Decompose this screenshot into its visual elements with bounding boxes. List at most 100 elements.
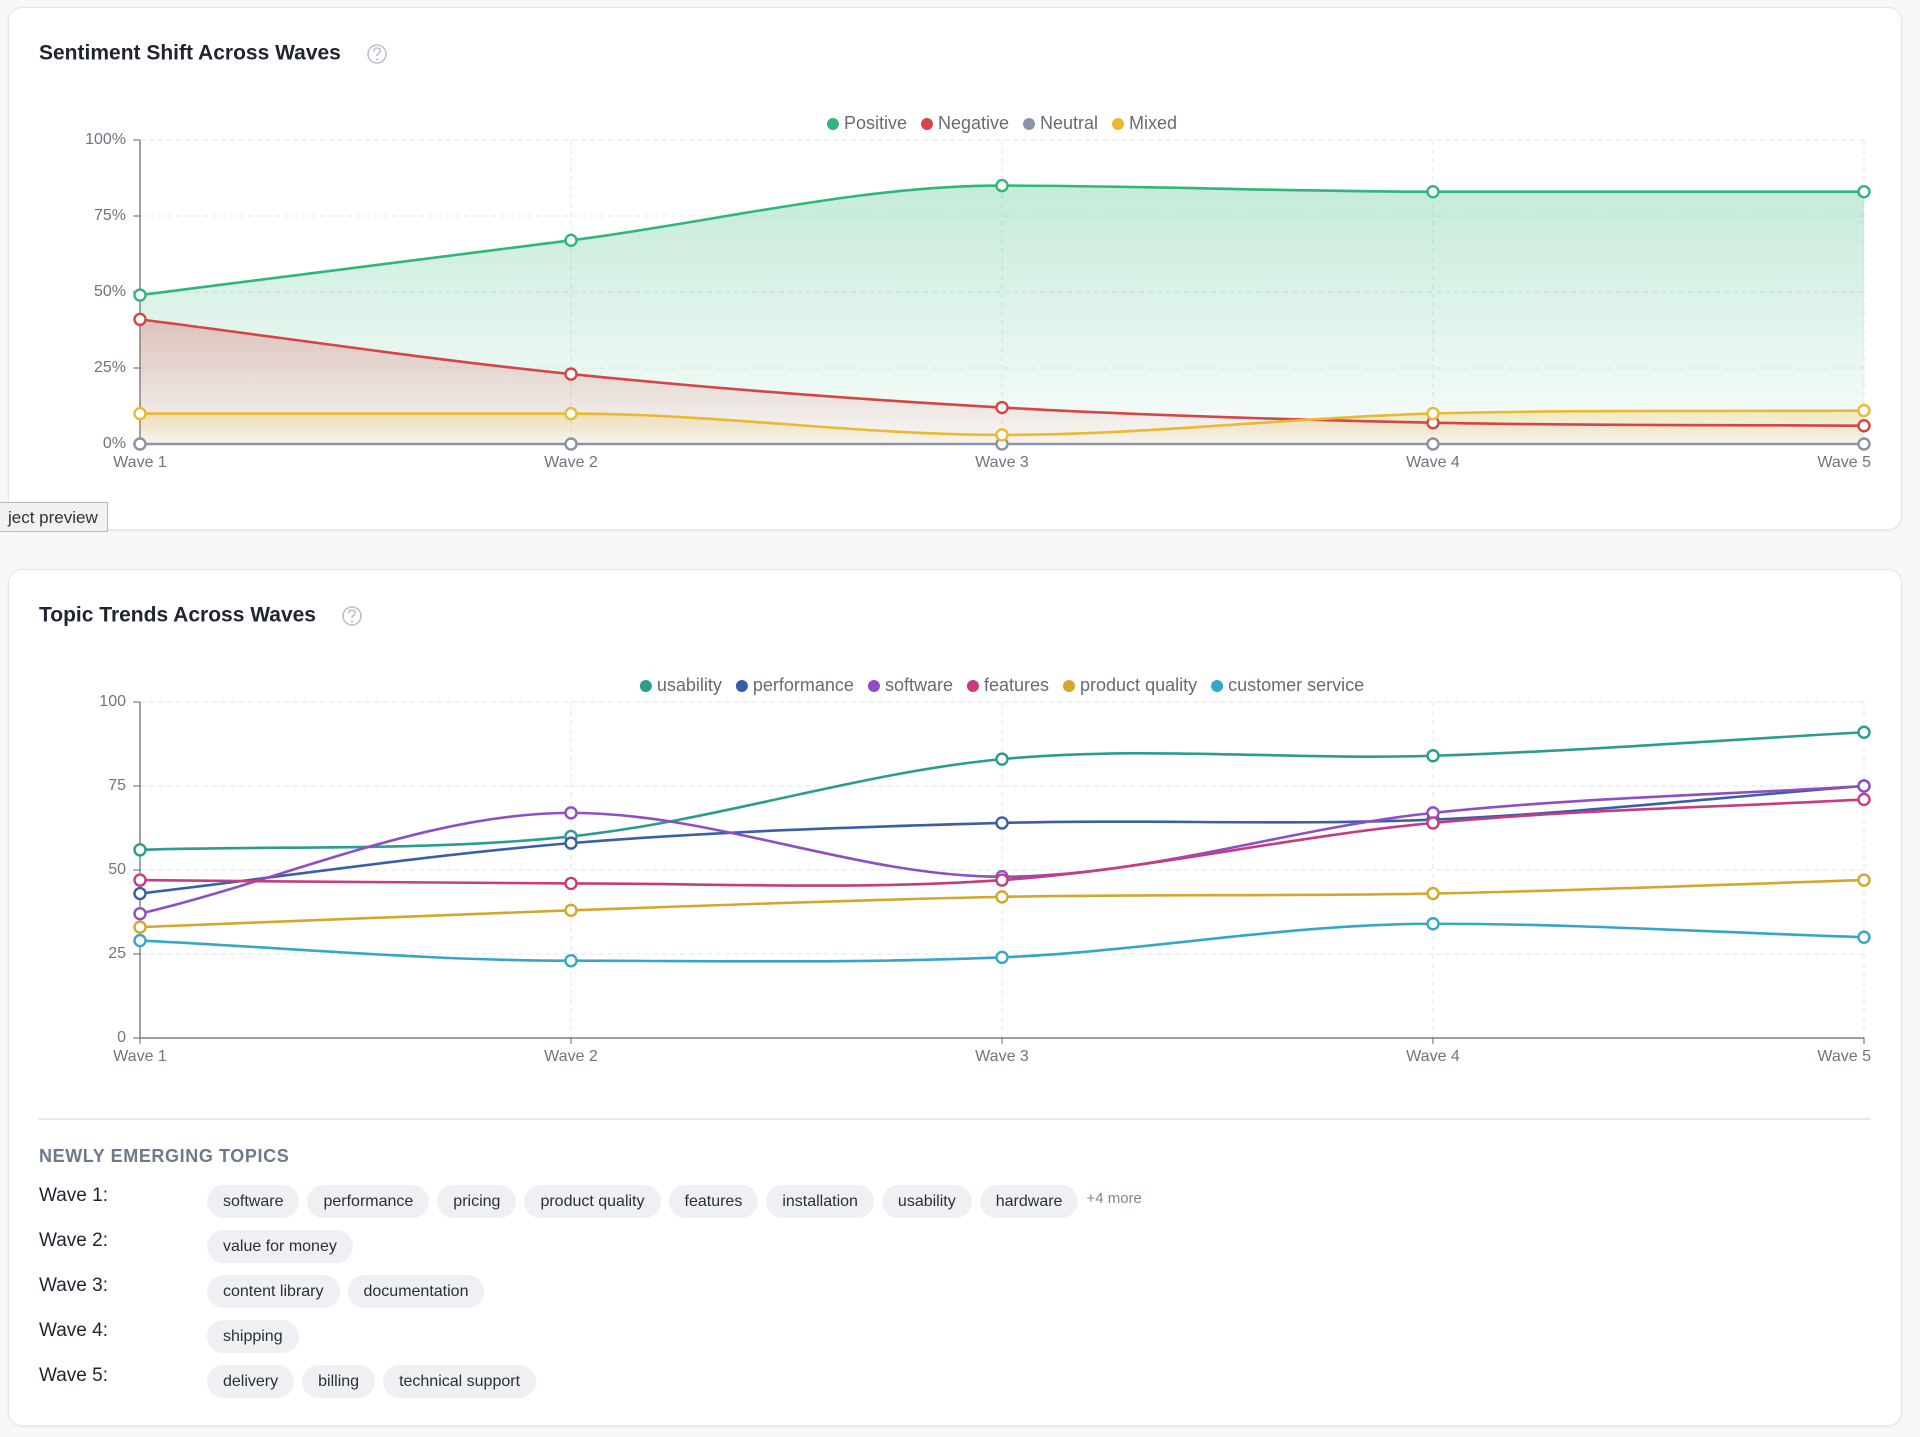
- topic-chip[interactable]: performance: [307, 1185, 430, 1218]
- point: [995, 752, 1009, 766]
- topic-chip[interactable]: content library: [207, 1275, 340, 1308]
- y-tick-label: 0%: [103, 435, 126, 452]
- point: [564, 406, 578, 421]
- y-tick-label: 25%: [94, 359, 126, 376]
- more-link[interactable]: +4 more: [1086, 1190, 1142, 1207]
- legend-label: Negative: [938, 113, 1009, 133]
- x-tick-label: Wave 5: [1817, 454, 1871, 471]
- legend-swatch: [639, 680, 652, 692]
- row-label: Wave 4:: [39, 1320, 108, 1341]
- point: [1857, 792, 1871, 807]
- y-tick-label: 25: [108, 945, 126, 962]
- point: [564, 437, 578, 451]
- legend-swatch: [735, 680, 748, 692]
- topic-chip[interactable]: product quality: [524, 1185, 661, 1218]
- legend-label: Positive: [844, 113, 907, 133]
- legend-label: Mixed: [1129, 113, 1177, 133]
- legend-swatch: [867, 680, 880, 692]
- legend-label: performance: [753, 675, 854, 695]
- chip-list: value for money: [207, 1230, 353, 1263]
- topic-row: Wave 3: content library documentation: [39, 1269, 1871, 1314]
- topic-chip[interactable]: delivery: [207, 1365, 295, 1398]
- topic-chip[interactable]: documentation: [347, 1275, 485, 1308]
- point: [1857, 779, 1871, 793]
- point: [564, 233, 578, 248]
- point: [1426, 917, 1440, 931]
- point: [1857, 184, 1871, 199]
- x-tick-label: Wave 4: [1406, 1048, 1460, 1065]
- legend-swatch: [1023, 118, 1036, 130]
- point: [133, 886, 147, 901]
- topic-chip[interactable]: usability: [881, 1185, 972, 1218]
- topic-chip[interactable]: software: [207, 1185, 300, 1218]
- point: [1426, 406, 1440, 421]
- legend-label: customer service: [1228, 675, 1364, 695]
- point: [564, 876, 578, 891]
- chart-title: Sentiment Shift Across Waves: [39, 42, 341, 65]
- topic-chip[interactable]: hardware: [979, 1185, 1079, 1218]
- topic-row: Wave 5: delivery billing technical support: [39, 1359, 1871, 1404]
- x-tick-label: Wave 3: [975, 1048, 1029, 1065]
- topic-chip[interactable]: technical support: [383, 1365, 537, 1398]
- point: [133, 933, 147, 948]
- x-tick-label: Wave 5: [1817, 1048, 1871, 1065]
- point: [133, 312, 147, 327]
- legend-swatch: [920, 118, 933, 130]
- point: [995, 816, 1009, 830]
- point: [133, 288, 147, 302]
- point: [564, 903, 578, 918]
- point: [133, 873, 147, 887]
- topic-chip[interactable]: shipping: [207, 1320, 299, 1353]
- legend-label: Neutral: [1040, 113, 1098, 133]
- topic-chip[interactable]: pricing: [437, 1185, 517, 1218]
- row-label: Wave 5:: [39, 1365, 108, 1386]
- help-icon[interactable]: [367, 44, 387, 64]
- row-label: Wave 1:: [39, 1185, 108, 1206]
- chip-list: delivery billing technical support: [207, 1365, 537, 1398]
- topic-chip[interactable]: billing: [302, 1365, 376, 1398]
- point: [995, 428, 1009, 442]
- x-tick-label: Wave 4: [1406, 454, 1460, 471]
- point: [564, 367, 578, 381]
- chip-list: shipping: [207, 1320, 299, 1353]
- point: [1857, 403, 1871, 418]
- x-tick-label: Wave 2: [544, 1048, 598, 1065]
- legend-swatch: [966, 680, 979, 692]
- row-label: Wave 3:: [39, 1275, 108, 1296]
- legend-swatch: [1211, 680, 1224, 692]
- y-tick-label: 50: [108, 861, 126, 878]
- point: [995, 950, 1009, 965]
- legend: Positive Negative Neutral Mixed: [826, 113, 1177, 133]
- legend-swatch: [1063, 680, 1076, 692]
- topic-row: Wave 1: software performance pricing product…: [39, 1179, 1871, 1224]
- help-icon[interactable]: [342, 606, 362, 626]
- topic-chip[interactable]: installation: [766, 1185, 874, 1218]
- point: [1857, 437, 1871, 451]
- point: [1426, 816, 1440, 830]
- point: [1857, 419, 1871, 433]
- topic-row: Wave 2: value for money: [39, 1224, 1871, 1269]
- legend: usability performance software features prod…: [639, 675, 1364, 695]
- point: [133, 906, 147, 921]
- chart-title: Topic Trends Across Waves: [39, 604, 316, 627]
- point: [133, 920, 147, 934]
- point: [1426, 886, 1440, 901]
- emerging-topics: NEWLY EMERGING TOPICS Wave 1: software per…: [39, 1118, 1871, 1404]
- legend-swatch: [826, 118, 839, 130]
- topic-chip[interactable]: features: [668, 1185, 759, 1218]
- point: [1426, 437, 1440, 451]
- point: [1857, 725, 1871, 739]
- y-tick-label: 0: [117, 1029, 126, 1046]
- y-tick-label: 100%: [85, 131, 126, 148]
- point: [1426, 749, 1440, 763]
- topic-chip[interactable]: value for money: [207, 1230, 353, 1263]
- legend-label: features: [984, 675, 1049, 695]
- point: [995, 890, 1009, 904]
- y-tick-label: 100: [99, 693, 126, 710]
- point: [133, 437, 147, 451]
- x-tick-label: Wave 1: [113, 1048, 167, 1065]
- point: [1857, 930, 1871, 944]
- point: [995, 178, 1009, 193]
- point: [564, 806, 578, 820]
